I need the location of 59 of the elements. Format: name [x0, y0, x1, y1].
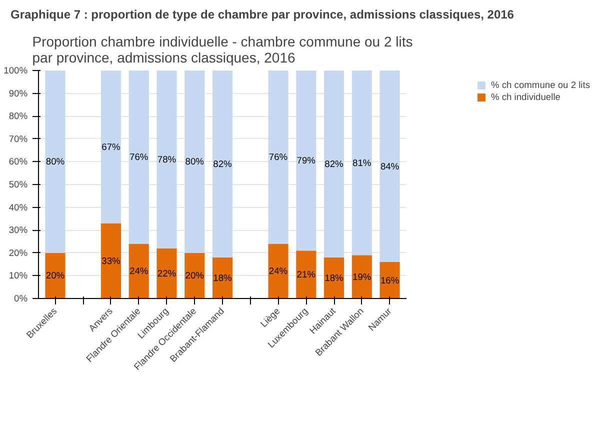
- data-label: 24%: [130, 266, 148, 276]
- data-label: 21%: [296, 270, 316, 280]
- data-label: 18%: [324, 272, 344, 283]
- bar: [296, 250, 316, 298]
- data-label: 78%: [157, 154, 176, 164]
- data-label: 81%: [352, 158, 372, 168]
- bar: [352, 70, 372, 256]
- bar: [380, 262, 400, 298]
- bar: [128, 70, 149, 244]
- bar: [156, 70, 177, 248]
- bar: [268, 244, 288, 298]
- data-label: 84%: [380, 161, 400, 172]
- y-tick-label: 10%: [8, 270, 28, 281]
- bar: [156, 248, 177, 298]
- bar: [352, 255, 372, 298]
- bar: [45, 70, 66, 253]
- data-label: 20%: [185, 270, 204, 281]
- bar: [184, 252, 205, 298]
- y-tick-label: 90%: [8, 88, 28, 98]
- y-tick-label: 70%: [8, 134, 28, 144]
- chart-subtitle: Proportion chambre individuelle - chambre commune ou 2 lits par province, admissions classiques, 2016: [32, 34, 413, 66]
- data-label: 76%: [268, 152, 288, 162]
- bar: [212, 257, 233, 298]
- bar: [268, 70, 288, 244]
- bar: [100, 223, 122, 298]
- data-label: 67%: [102, 142, 120, 152]
- data-label: 19%: [352, 272, 372, 282]
- data-label: 18%: [213, 272, 232, 283]
- y-tick-label: 20%: [8, 248, 28, 258]
- chart-title: Graphique 7 : proportion de type de chambre par province, admissions classiques, 2016: [10, 8, 514, 22]
- data-label: 80%: [185, 156, 204, 167]
- bar: [128, 244, 149, 298]
- bar: [380, 70, 400, 262]
- data-label: 22%: [157, 268, 176, 278]
- bar: [296, 70, 316, 251]
- y-tick-label: 50%: [8, 180, 28, 190]
- y-tick-label: 100%: [4, 66, 28, 76]
- bar: [324, 70, 344, 258]
- y-tick-label: 0%: [14, 294, 28, 304]
- bar: [100, 70, 122, 224]
- data-label: 20%: [46, 270, 65, 281]
- y-tick-label: 30%: [8, 225, 28, 236]
- bar: [45, 252, 66, 298]
- data-label: 82%: [324, 158, 344, 169]
- legend-label: % ch commune ou 2 lits: [490, 80, 590, 90]
- data-label: 16%: [380, 275, 400, 286]
- data-label: 79%: [296, 156, 316, 166]
- data-label: 24%: [268, 266, 288, 276]
- data-label: 76%: [130, 152, 148, 162]
- bar: [212, 70, 233, 258]
- bar: [184, 70, 205, 253]
- legend-label: % ch individuelle: [490, 92, 560, 102]
- data-label: 82%: [213, 158, 232, 169]
- y-tick-label: 60%: [8, 156, 28, 167]
- data-label: 33%: [102, 256, 120, 266]
- bar: [324, 257, 344, 298]
- y-tick-label: 80%: [8, 111, 28, 122]
- y-tick-label: 40%: [8, 202, 28, 212]
- data-label: 80%: [46, 156, 65, 167]
